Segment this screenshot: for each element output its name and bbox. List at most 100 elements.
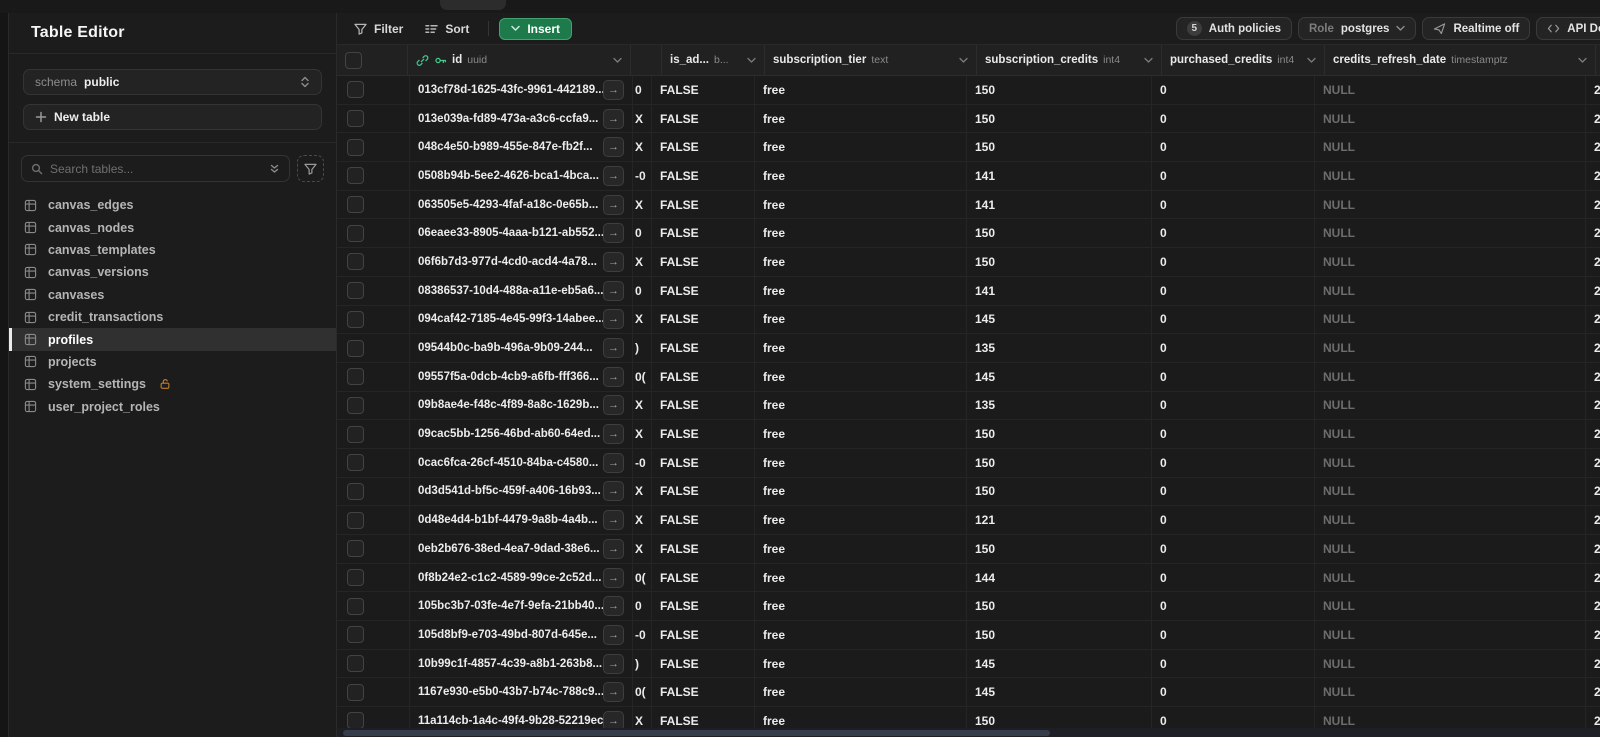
subscription-tier-cell[interactable]: free	[755, 506, 967, 535]
sidebar-table-item[interactable]: canvas_templates	[9, 239, 336, 261]
clipped-cell[interactable]: X	[633, 104, 652, 134]
is-admin-cell[interactable]: FALSE	[652, 563, 755, 593]
id-cell[interactable]: 0d3d541d-bf5c-459f-a406-16b93... →	[410, 477, 633, 507]
clipped-cell[interactable]: X	[633, 420, 652, 449]
subscription-credits-cell[interactable]: 150	[967, 420, 1152, 449]
table-row[interactable]: 09557f5a-0dcb-4cb9-a6fb-fff366... → 0( F…	[337, 362, 1600, 392]
table-row[interactable]: 105d8bf9-e703-49bd-807d-645e... → -0 FAL…	[337, 621, 1600, 650]
purchased-credits-cell[interactable]: 0	[1152, 305, 1315, 335]
sidebar-table-item[interactable]: projects	[9, 351, 336, 373]
double-chevron-down-icon[interactable]	[269, 163, 280, 175]
id-cell[interactable]: 0eb2b676-38ed-4ea7-9dad-38e6... →	[410, 535, 633, 564]
project-limit-cell[interactable]: 2	[1586, 104, 1600, 134]
is-admin-cell[interactable]: FALSE	[652, 133, 755, 163]
horizontal-scrollbar[interactable]	[337, 728, 1600, 737]
credits-refresh-date-cell[interactable]: NULL	[1315, 649, 1586, 679]
expand-record-button[interactable]: →	[603, 194, 624, 215]
subscription-tier-cell[interactable]: free	[755, 362, 967, 392]
clipped-cell[interactable]: 0	[633, 219, 652, 249]
id-cell[interactable]: 094caf42-7185-4e45-99f3-14abee... →	[410, 305, 633, 335]
row-checkbox[interactable]	[347, 597, 364, 615]
is-admin-cell[interactable]: FALSE	[652, 506, 755, 535]
is-admin-cell[interactable]: FALSE	[652, 391, 755, 421]
subscription-tier-cell[interactable]: free	[755, 678, 967, 708]
credits-refresh-date-cell[interactable]: NULL	[1315, 563, 1586, 593]
row-checkbox[interactable]	[347, 196, 364, 214]
purchased-credits-cell[interactable]: 0	[1152, 276, 1315, 306]
subscription-tier-cell[interactable]: free	[755, 334, 967, 363]
purchased-credits-cell[interactable]: 0	[1152, 563, 1315, 593]
is-admin-cell[interactable]: FALSE	[652, 535, 755, 564]
project-limit-cell[interactable]: 2	[1586, 133, 1600, 163]
is-admin-cell[interactable]: FALSE	[652, 678, 755, 708]
project-limit-cell[interactable]: 2	[1586, 649, 1600, 679]
subscription-tier-cell[interactable]: free	[755, 420, 967, 449]
expand-record-button[interactable]: →	[603, 366, 624, 387]
table-row[interactable]: 0d48e4d4-b1bf-4479-9a8b-4a4b... → X FALS…	[337, 506, 1600, 535]
project-limit-cell[interactable]: 2	[1586, 305, 1600, 335]
sidebar-table-item[interactable]: profiles	[9, 328, 336, 352]
row-checkbox[interactable]	[347, 81, 364, 99]
table-row[interactable]: 0d3d541d-bf5c-459f-a406-16b93... → X FAL…	[337, 477, 1600, 507]
subscription-credits-cell[interactable]: 145	[967, 678, 1152, 708]
expand-record-button[interactable]: →	[603, 338, 624, 359]
subscription-tier-cell[interactable]: free	[755, 276, 967, 306]
is-admin-cell[interactable]: FALSE	[652, 162, 755, 191]
project-limit-cell[interactable]: 2	[1586, 621, 1600, 650]
is-admin-cell[interactable]: FALSE	[652, 248, 755, 277]
expand-record-button[interactable]: →	[603, 108, 624, 129]
expand-record-button[interactable]: →	[603, 165, 624, 186]
column-header-credits-refresh-date[interactable]: credits_refresh_date timestamptz	[1325, 45, 1596, 75]
table-row[interactable]: 013e039a-fd89-473a-a3c6-ccfa9... → X FAL…	[337, 104, 1600, 134]
expand-record-button[interactable]: →	[603, 309, 624, 330]
subscription-credits-cell[interactable]: 150	[967, 621, 1152, 650]
subscription-credits-cell[interactable]: 145	[967, 305, 1152, 335]
clipped-cell[interactable]: -0	[633, 162, 652, 191]
is-admin-cell[interactable]: FALSE	[652, 334, 755, 363]
credits-refresh-date-cell[interactable]: NULL	[1315, 219, 1586, 249]
credits-refresh-date-cell[interactable]: NULL	[1315, 506, 1586, 535]
chevron-down-icon[interactable]	[959, 57, 968, 64]
is-admin-cell[interactable]: FALSE	[652, 76, 755, 105]
credits-refresh-date-cell[interactable]: NULL	[1315, 276, 1586, 306]
clipped-cell[interactable]: 0	[633, 276, 652, 306]
project-limit-cell[interactable]: 2	[1586, 219, 1600, 249]
table-row[interactable]: 0eb2b676-38ed-4ea7-9dad-38e6... → X FALS…	[337, 535, 1600, 564]
table-row[interactable]: 10b99c1f-4857-4c39-a8b1-263b8... → ) FAL…	[337, 649, 1600, 679]
expand-record-button[interactable]: →	[603, 624, 624, 645]
purchased-credits-cell[interactable]: 0	[1152, 621, 1315, 650]
id-cell[interactable]: 0cac6fca-26cf-4510-84ba-c4580... →	[410, 448, 633, 478]
sidebar-table-item[interactable]: user_project_roles	[9, 396, 336, 418]
purchased-credits-cell[interactable]: 0	[1152, 362, 1315, 392]
subscription-tier-cell[interactable]: free	[755, 219, 967, 249]
column-header-is-admin[interactable]: is_ad... b...	[662, 45, 765, 75]
row-checkbox[interactable]	[347, 626, 364, 644]
is-admin-cell[interactable]: FALSE	[652, 362, 755, 392]
api-docs-button[interactable]: API Do	[1536, 17, 1600, 40]
credits-refresh-date-cell[interactable]: NULL	[1315, 477, 1586, 507]
id-cell[interactable]: 10b99c1f-4857-4c39-a8b1-263b8... →	[410, 649, 633, 679]
purchased-credits-cell[interactable]: 0	[1152, 535, 1315, 564]
credits-refresh-date-cell[interactable]: NULL	[1315, 391, 1586, 421]
purchased-credits-cell[interactable]: 0	[1152, 76, 1315, 105]
subscription-credits-cell[interactable]: 141	[967, 190, 1152, 220]
is-admin-cell[interactable]: FALSE	[652, 448, 755, 478]
subscription-tier-cell[interactable]: free	[755, 391, 967, 421]
subscription-tier-cell[interactable]: free	[755, 162, 967, 191]
row-checkbox[interactable]	[347, 282, 364, 300]
clipped-cell[interactable]: X	[633, 506, 652, 535]
column-header-purchased-credits[interactable]: purchased_credits int4	[1162, 45, 1325, 75]
project-limit-cell[interactable]: 2	[1586, 535, 1600, 564]
expand-record-button[interactable]: →	[603, 251, 624, 272]
sidebar-table-item[interactable]: canvas_nodes	[9, 216, 336, 238]
row-checkbox[interactable]	[347, 683, 364, 701]
is-admin-cell[interactable]: FALSE	[652, 420, 755, 449]
expand-record-button[interactable]: →	[603, 452, 624, 473]
subscription-credits-cell[interactable]: 150	[967, 219, 1152, 249]
subscription-tier-cell[interactable]: free	[755, 76, 967, 105]
purchased-credits-cell[interactable]: 0	[1152, 678, 1315, 708]
subscription-tier-cell[interactable]: free	[755, 649, 967, 679]
schema-selector[interactable]: schema public	[23, 69, 322, 95]
chevron-down-icon[interactable]	[613, 57, 622, 64]
id-cell[interactable]: 013cf78d-1625-43fc-9961-442189... →	[410, 76, 633, 105]
